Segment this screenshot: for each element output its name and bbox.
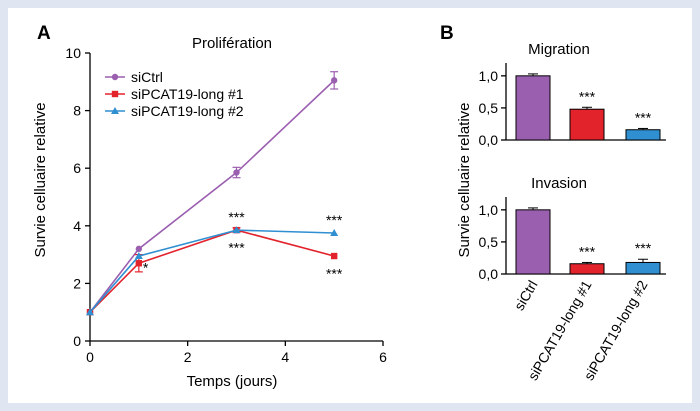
proliferation-x-tick-label: 0: [86, 349, 94, 365]
proliferation-x-tick-label: 4: [281, 349, 289, 365]
legend-label-sipcat19-long-2: siPCAT19-long #2: [131, 103, 244, 119]
figure-svg: A Prolifération Temps (jours) Survie cel…: [32, 23, 666, 390]
panel-b-y-axis-label: Survie celluaire relative: [456, 102, 473, 257]
proliferation-x-tick-label: 6: [379, 349, 387, 365]
data-point-sipcat19-long-2: [134, 252, 143, 260]
proliferation-y-tick-label: 6: [73, 160, 81, 176]
data-point-sipcat19-long-2: [232, 226, 241, 234]
migration-y-tick-label: 1,0: [479, 68, 499, 84]
migration-bar-sipcat19-long-1: [569, 108, 605, 141]
migration-significance-marker: ***: [635, 109, 652, 125]
category-label-sictrl: siCtrl: [511, 278, 541, 314]
data-point-sipcat19-long-1: [330, 252, 338, 260]
data-point-sictrl: [135, 245, 143, 253]
migration-y-tick-label: 0,0: [479, 132, 499, 148]
proliferation-title: Prolifération: [192, 35, 272, 52]
figure-panel: A Prolifération Temps (jours) Survie cel…: [8, 8, 692, 403]
legend-marker-sipcat19-long-2: [111, 107, 119, 114]
proliferation-x-axis-label: Temps (jours): [187, 373, 278, 390]
significance-marker: ***: [326, 265, 343, 281]
legend-marker-sipcat19-long-1: [111, 90, 119, 98]
proliferation-x-tick-label: 2: [184, 349, 192, 365]
migration-bar-chart: 0,0 0,5 1,0 *** ***: [479, 63, 666, 148]
invasion-bar-sipcat19-long-1: [569, 263, 605, 275]
data-point-sictrl: [233, 169, 240, 176]
data-point-sipcat19-long-2: [86, 308, 94, 316]
significance-marker: ***: [228, 239, 245, 255]
invasion-significance-marker: ***: [635, 240, 652, 256]
invasion-y-tick-label: 0,0: [479, 266, 499, 282]
invasion-title: Invasion: [531, 175, 587, 192]
data-point-sipcat19-long-1: [135, 260, 143, 267]
series-line-sictrl: [89, 79, 335, 313]
proliferation-y-tick-label: 0: [73, 333, 81, 349]
significance-marker: ***: [228, 209, 245, 225]
data-point-sictrl: [330, 77, 338, 84]
proliferation-y-tick-label: 4: [73, 218, 81, 234]
invasion-y-tick-label: 0,5: [479, 234, 499, 250]
significance-marker: ***: [326, 212, 343, 228]
proliferation-y-axis-label: Survie celluaire relative: [32, 102, 49, 257]
panel-b-letter: B: [440, 23, 454, 44]
data-point-sipcat19-long-2: [330, 229, 339, 236]
proliferation-y-tick-label: 8: [73, 103, 81, 119]
panel-a-letter: A: [37, 23, 51, 44]
series-line-sipcat19-long-1: [89, 229, 335, 313]
migration-significance-marker: ***: [579, 88, 596, 104]
proliferation-y-tick-label: 10: [65, 45, 81, 61]
category-label-sipcat19-long-2: siPCAT19-long #2: [580, 277, 650, 383]
invasion-bar-sipcat19-long-2: [625, 261, 661, 275]
migration-y-tick-label: 0,5: [479, 100, 499, 116]
migration-title: Migration: [528, 41, 590, 58]
legend-label-sipcat19-long-1: siPCAT19-long #1: [131, 86, 244, 102]
legend-label-sictrl: siCtrl: [131, 69, 163, 85]
legend-marker-sictrl: [111, 73, 119, 81]
series-line-sipcat19-long-2: [89, 229, 335, 313]
significance-marker: *: [143, 260, 149, 276]
migration-bar-sictrl: [515, 75, 551, 141]
invasion-significance-marker: ***: [579, 243, 596, 259]
invasion-y-tick-label: 1,0: [479, 202, 499, 218]
invasion-bar-sictrl: [515, 209, 551, 275]
proliferation-y-tick-label: 2: [73, 275, 81, 291]
migration-bar-sipcat19-long-2: [625, 129, 661, 141]
invasion-bar-chart: 0,0 0,5 1,0 *** ***: [479, 197, 666, 282]
